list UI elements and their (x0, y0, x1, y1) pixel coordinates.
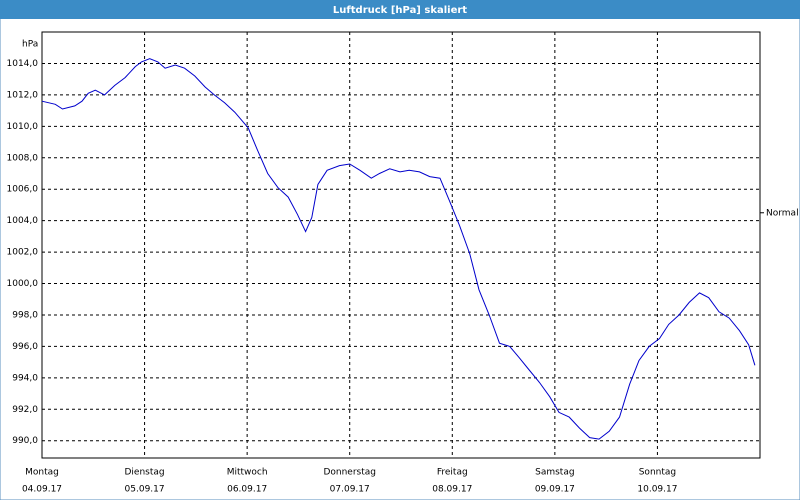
y-tick-label: 992,0 (12, 405, 38, 415)
x-tick-label: 07.09.17 (330, 485, 370, 495)
x-tick-weekday: Donnerstag (323, 468, 376, 478)
x-tick-label: 10.09.17 (637, 485, 677, 495)
y-tick-label: 1006,0 (7, 185, 39, 195)
chart-title: Luftdruck [hPa] skaliert (333, 5, 467, 16)
reference-label: Normal (766, 208, 799, 218)
y-unit: hPa (22, 40, 38, 50)
y-tick-label: 1004,0 (7, 216, 39, 226)
x-tick-weekday: Samstag (535, 468, 574, 478)
y-tick-label: 994,0 (12, 373, 38, 383)
y-tick-label: 1010,0 (7, 122, 39, 132)
x-tick-label: 08.09.17 (432, 485, 472, 495)
x-tick-label: 06.09.17 (227, 485, 267, 495)
x-tick-label: 04.09.17 (22, 485, 62, 495)
pressure-line (41, 58, 756, 440)
title-bar (0, 0, 800, 19)
x-tick-weekday: Freitag (437, 468, 468, 478)
y-tick-label: 990,0 (12, 436, 38, 446)
y-tick-label: 1008,0 (7, 153, 39, 163)
y-tick-label: 998,0 (12, 310, 38, 320)
x-tick-label: 09.09.17 (535, 485, 575, 495)
x-tick-weekday: Mittwoch (227, 468, 268, 478)
x-tick-weekday: Sonntag (639, 468, 676, 478)
y-tick-label: 1002,0 (7, 248, 39, 258)
y-tick-label: 1000,0 (7, 279, 39, 289)
y-tick-label: 1012,0 (7, 90, 39, 100)
x-tick-weekday: Montag (25, 468, 59, 478)
y-tick-label: 996,0 (12, 342, 38, 352)
y-tick-label: 1014,0 (7, 59, 39, 69)
x-tick-weekday: Dienstag (125, 468, 165, 478)
x-tick-label: 05.09.17 (125, 485, 165, 495)
